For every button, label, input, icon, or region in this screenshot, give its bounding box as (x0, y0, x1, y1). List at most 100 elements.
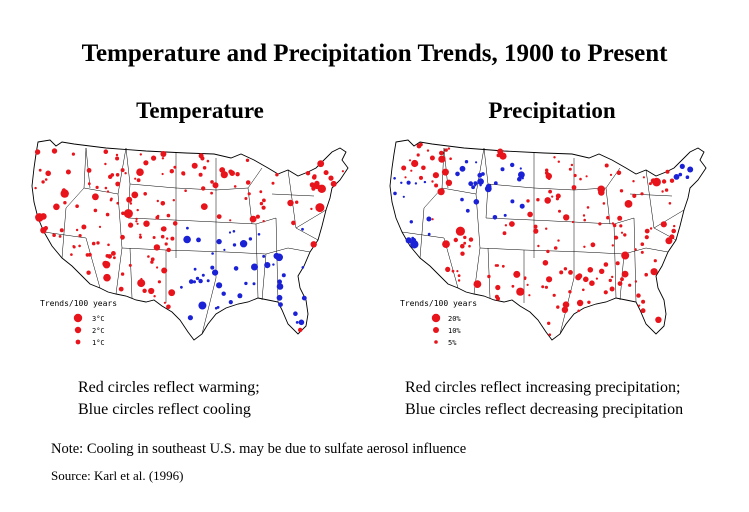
trend-circle-red (468, 244, 471, 248)
trend-circle-red (456, 270, 459, 273)
trend-circle-red (156, 266, 159, 269)
trend-circle-red (537, 244, 540, 248)
legend-marker-medium (74, 326, 82, 334)
trend-circle-blue (276, 294, 283, 301)
trend-circle-red (632, 180, 635, 183)
trend-circle-red (107, 243, 110, 247)
trend-circle-red (78, 244, 81, 248)
trend-circle-blue (216, 238, 222, 245)
trend-circle-red (210, 180, 214, 184)
state-boundary (523, 249, 585, 253)
trend-circle-red (259, 201, 264, 206)
trend-circle-red (439, 150, 444, 156)
trend-circle-red (103, 149, 109, 154)
state-boundary (653, 209, 685, 229)
temperature-map: Trends/100 years 3°C 2°C 1°C (31, 139, 349, 347)
trend-circle-red (91, 241, 96, 246)
trend-circle-blue (484, 185, 492, 193)
trend-circle-red (495, 284, 501, 291)
trend-circle-red (527, 211, 533, 218)
trend-circle-red (139, 153, 142, 156)
legend-label-large: 3°C (92, 315, 105, 323)
figure-title: Temperature and Precipitation Trends, 19… (81, 40, 668, 67)
legend-marker-large (73, 313, 83, 323)
trend-circle-red (451, 269, 455, 273)
trend-circle-blue (281, 273, 286, 278)
trend-circle-red (555, 193, 561, 199)
trend-circle-red (72, 245, 76, 249)
trend-circle-red (445, 179, 453, 186)
trend-circle-red (118, 286, 124, 292)
trend-circle-red (541, 285, 545, 289)
trend-circle-blue (195, 276, 200, 281)
trend-circle-red (166, 213, 171, 218)
trend-circle-blue (272, 263, 275, 266)
trend-circle-red (314, 180, 320, 187)
trend-circle-blue (503, 213, 507, 217)
trend-circle-red (115, 156, 120, 161)
trend-circle-red (665, 169, 670, 174)
trend-circle-red (63, 201, 67, 205)
trend-circle-red (546, 276, 553, 283)
state-boundary (419, 207, 425, 259)
trend-circle-blue (393, 191, 397, 196)
trend-circle-red (441, 168, 449, 176)
precipitation-subtitle: Precipitation (488, 98, 616, 123)
trend-circle-red (341, 170, 344, 173)
trend-circle-red (102, 261, 111, 269)
trend-circle-red (636, 293, 641, 298)
trend-circle-red (563, 214, 570, 221)
trend-circle-red (617, 215, 623, 221)
trend-circle-red (499, 152, 507, 160)
trend-circle-red (673, 224, 676, 228)
trend-circle-red (544, 197, 551, 204)
trend-circle-red (445, 266, 451, 272)
trend-circle-red (624, 200, 633, 208)
trend-circle-red (455, 226, 465, 236)
precipitation-caption: Red circles reflect increasing precipita… (405, 377, 683, 421)
trend-circle-red (661, 179, 667, 184)
trend-circle-red (411, 159, 419, 168)
trend-circle-red (152, 236, 156, 239)
state-boundary (83, 187, 119, 195)
trend-circle-red (547, 321, 551, 325)
trend-circle-red (615, 236, 619, 239)
legend-label-medium: 10% (448, 327, 461, 335)
trend-circle-blue (214, 306, 218, 310)
trend-circle-blue (277, 279, 282, 285)
legend-label-small: 5% (448, 339, 457, 347)
trend-circle-red (245, 180, 251, 185)
trend-circle-red (561, 306, 569, 313)
trend-circle-red (96, 241, 100, 245)
trend-circle-red (460, 243, 465, 249)
trend-circle-red (640, 242, 645, 246)
trend-circle-red (53, 203, 60, 211)
trend-circle-red (261, 205, 266, 210)
trend-circle-blue (678, 172, 683, 177)
trend-circle-red (115, 173, 120, 177)
trend-circle-red (298, 327, 303, 333)
trend-circle-red (457, 279, 461, 282)
trend-circle-red (568, 167, 572, 171)
trend-circle-red (153, 295, 156, 298)
trend-circle-blue (500, 167, 505, 172)
trend-circle-red (621, 251, 630, 260)
trend-circle-red (669, 178, 675, 183)
trend-circle-red (317, 160, 325, 168)
trend-circle-blue (193, 267, 197, 271)
trend-circle-red (634, 248, 637, 251)
trend-circle-red (648, 182, 652, 186)
trend-circle-red (315, 203, 325, 213)
trend-circle-red (571, 220, 574, 224)
trend-circle-red (669, 234, 675, 240)
trend-circle-red (311, 175, 317, 180)
trend-circle-blue (679, 163, 685, 169)
trend-circle-red (410, 169, 413, 172)
trend-circle-blue (455, 171, 460, 177)
trend-circle-red (606, 215, 610, 220)
state-boundary (441, 187, 477, 195)
trend-circle-red (233, 185, 237, 188)
trend-circle-red (449, 157, 452, 160)
trend-circle-blue (232, 243, 237, 247)
trend-circle-red (559, 270, 564, 275)
